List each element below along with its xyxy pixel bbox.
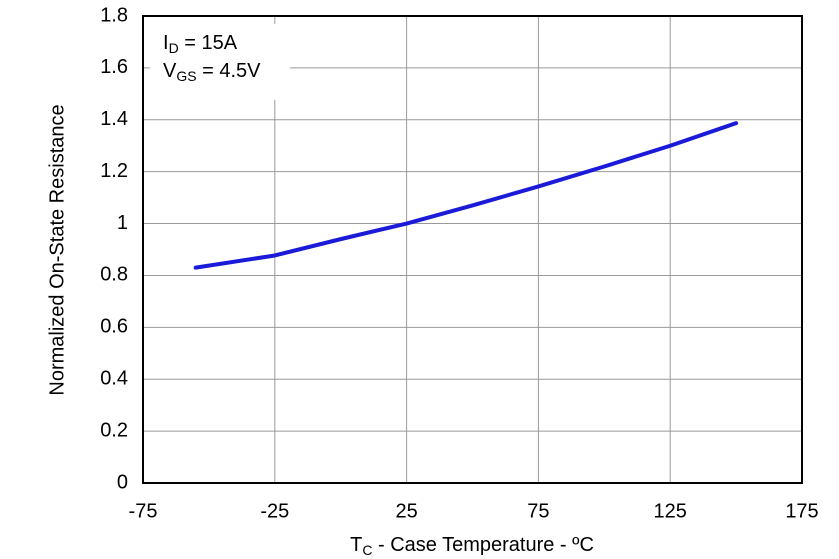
x-tick-label: 175 bbox=[785, 500, 818, 522]
x-tick-label: 125 bbox=[654, 500, 687, 522]
y-tick-label: 0.8 bbox=[100, 264, 128, 286]
x-axis-label: TC - Case Temperature - ºC bbox=[350, 534, 594, 557]
x-tick-label: -25 bbox=[260, 500, 289, 522]
x-tick-label: -75 bbox=[129, 500, 158, 522]
plot-border bbox=[142, 15, 803, 484]
annotation: VGS = 4.5V bbox=[163, 60, 261, 83]
y-tick-label: 1.8 bbox=[100, 4, 128, 26]
x-tick-label: 75 bbox=[527, 500, 549, 522]
annotation-box bbox=[150, 24, 290, 100]
y-tick-label: 1.6 bbox=[100, 56, 128, 78]
y-tick-label: 0.2 bbox=[100, 419, 128, 441]
y-axis-label: Normalized On-State Resistance bbox=[46, 104, 68, 395]
y-tick-label: 1.2 bbox=[100, 160, 128, 182]
data-line bbox=[193, 121, 739, 270]
y-tick-label: 0.4 bbox=[100, 368, 128, 390]
y-tick-label: 0 bbox=[117, 471, 128, 493]
y-tick-label: 1 bbox=[117, 212, 128, 234]
annotation: ID = 15A bbox=[163, 32, 238, 55]
x-tick-label: 25 bbox=[395, 500, 417, 522]
y-tick-label: 0.6 bbox=[100, 316, 128, 338]
y-tick-label: 1.4 bbox=[100, 108, 128, 130]
